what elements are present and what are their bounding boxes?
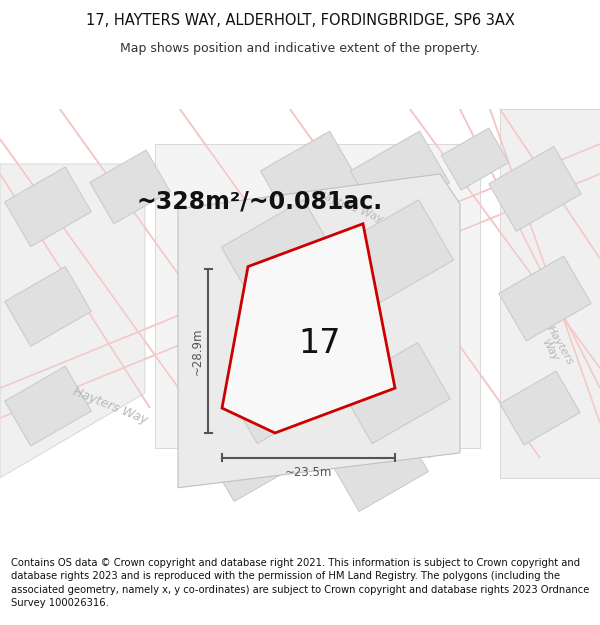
Polygon shape xyxy=(500,371,580,445)
Text: Hayters
Way: Hayters Way xyxy=(535,324,575,372)
Polygon shape xyxy=(222,224,395,433)
Polygon shape xyxy=(221,200,338,308)
Text: ~28.9m: ~28.9m xyxy=(191,327,204,374)
Text: Map shows position and indicative extent of the property.: Map shows position and indicative extent… xyxy=(120,41,480,54)
Polygon shape xyxy=(0,164,145,478)
Polygon shape xyxy=(332,424,428,511)
Polygon shape xyxy=(5,167,91,247)
Polygon shape xyxy=(325,318,435,419)
Polygon shape xyxy=(500,109,600,478)
Polygon shape xyxy=(441,128,509,190)
Text: ~328m²/~0.081ac.: ~328m²/~0.081ac. xyxy=(137,190,383,214)
Polygon shape xyxy=(200,318,310,419)
Text: 17: 17 xyxy=(299,327,341,360)
Polygon shape xyxy=(178,174,460,488)
Polygon shape xyxy=(5,366,91,446)
Polygon shape xyxy=(260,131,359,222)
Polygon shape xyxy=(337,200,454,308)
Polygon shape xyxy=(350,131,449,222)
Polygon shape xyxy=(5,267,91,346)
Text: Hayters Way: Hayters Way xyxy=(315,189,385,225)
Polygon shape xyxy=(499,256,591,341)
Text: 17, HAYTERS WAY, ALDERHOLT, FORDINGBRIDGE, SP6 3AX: 17, HAYTERS WAY, ALDERHOLT, FORDINGBRIDG… xyxy=(86,13,514,28)
Polygon shape xyxy=(206,414,304,501)
Polygon shape xyxy=(340,342,450,444)
Polygon shape xyxy=(489,146,581,231)
Text: Contains OS data © Crown copyright and database right 2021. This information is : Contains OS data © Crown copyright and d… xyxy=(11,558,589,608)
Polygon shape xyxy=(225,342,335,444)
Text: ~23.5m: ~23.5m xyxy=(285,466,332,479)
Polygon shape xyxy=(90,150,170,224)
Text: Hayters Way: Hayters Way xyxy=(71,385,149,427)
Polygon shape xyxy=(155,144,480,448)
